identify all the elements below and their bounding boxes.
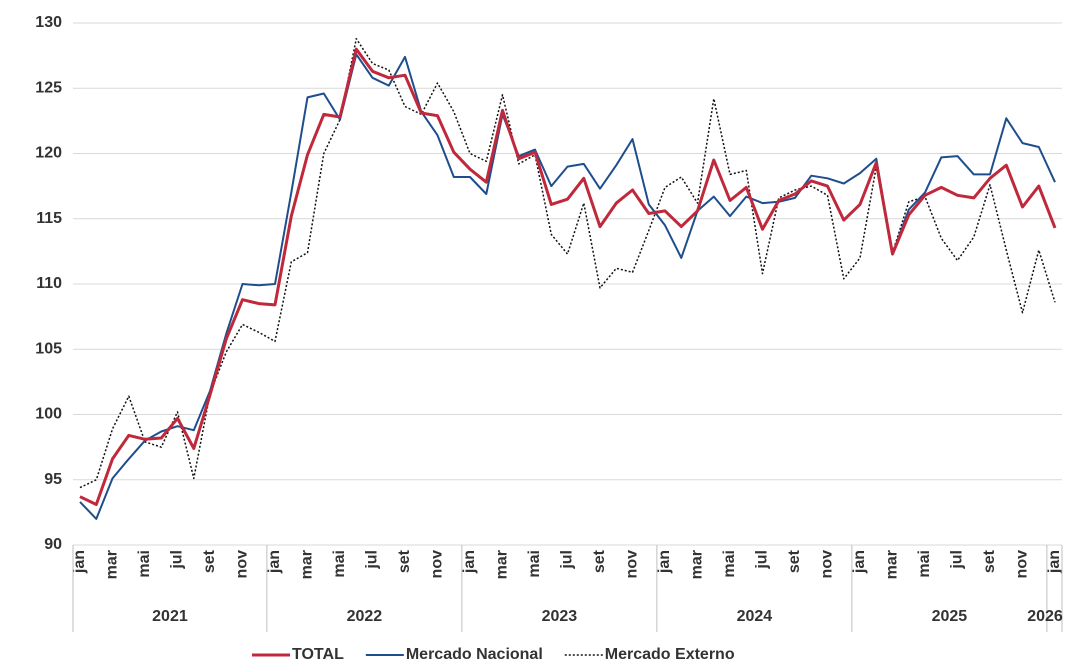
y-tick-label: 110: [36, 275, 62, 292]
x-tick-label: jul: [949, 550, 966, 570]
x-tick-label: jan: [656, 550, 673, 574]
series-line: [79, 53, 1056, 520]
x-tick-label: set: [396, 549, 413, 573]
series-line: [79, 37, 1056, 489]
y-tick-label: 90: [44, 536, 62, 553]
x-tick-label: jul: [364, 550, 381, 570]
x-tick-label: nov: [624, 550, 641, 579]
x-tick-label: nov: [234, 550, 251, 579]
x-tick-label: jan: [461, 550, 478, 574]
year-label: 2022: [347, 608, 383, 625]
x-tick-label: mai: [136, 550, 153, 578]
x-tick-label: jan: [71, 550, 88, 574]
legend-label: Mercado Externo: [605, 646, 735, 663]
x-tick-label: jul: [169, 550, 186, 570]
x-tick-label: mar: [104, 550, 121, 579]
legend-label: TOTAL: [292, 646, 344, 663]
year-label: 2024: [737, 608, 773, 625]
x-tick-label: set: [786, 549, 803, 573]
y-tick-label: 120: [35, 145, 62, 162]
x-tick-label: nov: [819, 550, 836, 579]
x-tick-label: nov: [1014, 550, 1031, 579]
x-tick-label: jan: [851, 550, 868, 574]
y-tick-label: 100: [35, 406, 62, 423]
x-tick-label: jul: [559, 550, 576, 570]
year-label: 2023: [542, 608, 578, 625]
year-label: 2026: [1027, 608, 1063, 625]
x-tick-label: mai: [916, 550, 933, 578]
x-tick-label: mai: [526, 550, 543, 578]
x-tick-label: mar: [884, 550, 901, 579]
x-tick-label: mai: [721, 550, 738, 578]
x-tick-label: nov: [429, 550, 446, 579]
year-label: 2025: [932, 608, 968, 625]
year-label: 2021: [152, 608, 188, 625]
x-tick-label: mar: [494, 550, 511, 579]
x-tick-label: set: [201, 549, 218, 573]
series-line: [79, 47, 1057, 506]
x-tick-label: set: [981, 549, 998, 573]
y-tick-label: 95: [44, 471, 62, 488]
y-tick-label: 130: [35, 14, 62, 31]
x-tick-label: mar: [689, 550, 706, 579]
legend-label: Mercado Nacional: [406, 646, 543, 663]
y-tick-label: 115: [36, 210, 62, 227]
x-tick-label: jul: [754, 550, 771, 570]
x-tick-label: jan: [266, 550, 283, 574]
x-tick-label: jan: [1046, 550, 1063, 574]
x-tick-label: mar: [299, 550, 316, 579]
x-tick-label: set: [591, 549, 608, 573]
y-tick-label: 105: [35, 340, 62, 357]
y-tick-label: 125: [35, 79, 62, 96]
x-tick-label: mai: [331, 550, 348, 578]
